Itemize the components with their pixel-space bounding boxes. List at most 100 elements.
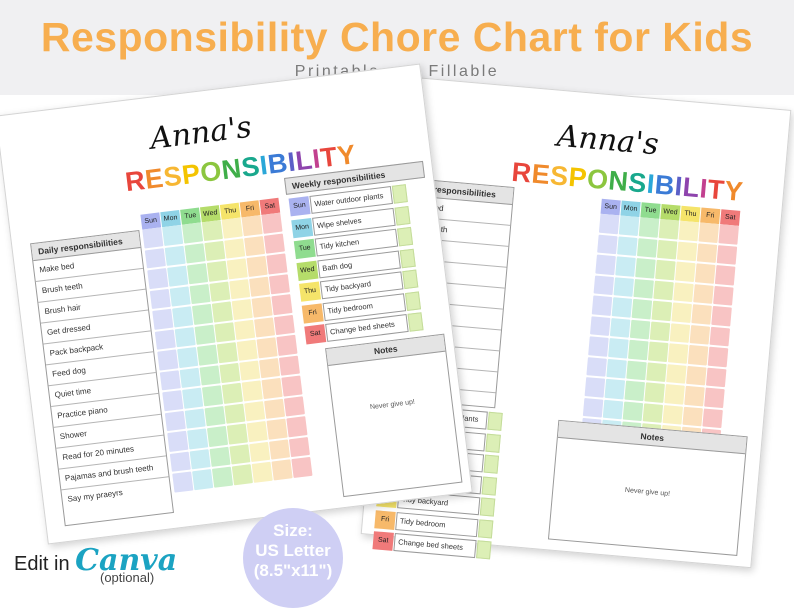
checkbox-cell[interactable] (239, 359, 261, 381)
checkbox-cell[interactable] (636, 237, 658, 258)
checkbox-cell[interactable] (182, 387, 204, 409)
checkbox-cell[interactable] (234, 319, 256, 340)
checkbox-cell[interactable] (691, 304, 712, 325)
checkbox-cell[interactable] (676, 241, 698, 262)
checkbox-cell[interactable] (266, 253, 288, 275)
checkbox-cell[interactable] (271, 294, 293, 315)
checkbox-cell[interactable] (662, 404, 684, 425)
checkbox-cell[interactable] (617, 235, 638, 256)
checkbox-cell[interactable] (209, 281, 231, 302)
checkbox-cell[interactable] (162, 224, 184, 246)
checkbox-cell[interactable] (675, 261, 696, 282)
checkbox-cell[interactable] (693, 283, 714, 304)
checkbox-cell[interactable] (589, 315, 611, 336)
checkbox-cell[interactable] (644, 382, 665, 403)
checkbox-cell[interactable] (666, 363, 687, 384)
checkbox-cell[interactable] (189, 283, 211, 305)
checkbox-cell[interactable] (273, 314, 295, 336)
checkbox-cell[interactable] (631, 298, 653, 319)
checkbox-cell[interactable] (584, 377, 606, 398)
checkbox-cell[interactable] (187, 428, 209, 450)
checkbox-cell[interactable] (694, 263, 716, 284)
checkbox-cell[interactable] (199, 364, 221, 386)
checkbox-cell[interactable] (608, 338, 629, 359)
checkbox-cell[interactable] (624, 380, 646, 401)
checkbox-cell[interactable] (689, 324, 711, 345)
checkbox-cell[interactable] (206, 425, 229, 447)
checkbox-cell[interactable] (682, 406, 703, 427)
checkbox-cell[interactable] (186, 263, 209, 284)
checkbox-cell[interactable] (286, 416, 308, 437)
weekly-checkbox[interactable] (399, 248, 416, 268)
checkbox-cell[interactable] (291, 456, 313, 478)
checkbox-cell[interactable] (204, 240, 226, 262)
checkbox-cell[interactable] (263, 398, 286, 419)
checkbox-cell[interactable] (268, 273, 290, 295)
checkbox-cell[interactable] (231, 464, 253, 485)
checkbox-cell[interactable] (256, 337, 278, 358)
checkbox-cell[interactable] (711, 305, 732, 326)
checkbox-cell[interactable] (283, 395, 305, 417)
weekly-checkbox[interactable] (397, 226, 414, 247)
checkbox-cell[interactable] (249, 276, 271, 297)
checkbox-cell[interactable] (698, 222, 720, 243)
checkbox-cell[interactable] (595, 254, 616, 275)
checkbox-cell[interactable] (626, 360, 647, 381)
checkbox-cell[interactable] (705, 367, 727, 388)
checkbox-cell[interactable] (707, 346, 729, 367)
checkbox-cell[interactable] (635, 258, 656, 279)
checkbox-cell[interactable] (177, 346, 199, 368)
checkbox-cell[interactable] (194, 324, 216, 345)
checkbox-cell[interactable] (211, 466, 234, 488)
checkbox-cell[interactable] (159, 369, 181, 391)
checkbox-cell[interactable] (651, 300, 673, 321)
checkbox-cell[interactable] (609, 317, 631, 338)
weekly-checkbox[interactable] (483, 454, 500, 474)
checkbox-cell[interactable] (686, 365, 707, 386)
checkbox-cell[interactable] (244, 400, 266, 422)
checkbox-cell[interactable] (602, 399, 624, 420)
checkbox-cell[interactable] (582, 397, 604, 418)
checkbox-cell[interactable] (241, 215, 263, 236)
checkbox-cell[interactable] (246, 421, 268, 442)
checkbox-cell[interactable] (221, 217, 243, 239)
checkbox-cell[interactable] (219, 362, 241, 384)
checkbox-cell[interactable] (184, 242, 206, 264)
checkbox-cell[interactable] (696, 242, 718, 263)
checkbox-cell[interactable] (216, 342, 238, 363)
checkbox-cell[interactable] (164, 245, 186, 266)
weekly-checkbox[interactable] (394, 205, 411, 226)
checkbox-cell[interactable] (591, 295, 613, 316)
checkbox-cell[interactable] (149, 288, 171, 310)
checkbox-cell[interactable] (268, 438, 291, 460)
checkbox-cell[interactable] (236, 339, 258, 361)
checkbox-cell[interactable] (226, 258, 248, 279)
checkbox-cell[interactable] (192, 469, 214, 490)
checkbox-cell[interactable] (167, 265, 189, 287)
weekly-checkbox[interactable] (391, 184, 408, 204)
checkbox-cell[interactable] (263, 233, 285, 254)
checkbox-cell[interactable] (281, 375, 303, 397)
checkbox-cell[interactable] (211, 301, 233, 323)
checkbox-cell[interactable] (586, 356, 607, 377)
checkbox-cell[interactable] (597, 234, 618, 255)
checkbox-cell[interactable] (184, 407, 206, 429)
checkbox-cell[interactable] (249, 441, 271, 463)
checkbox-cell[interactable] (266, 418, 288, 440)
checkbox-cell[interactable] (638, 217, 660, 238)
weekly-checkbox[interactable] (402, 269, 419, 290)
weekly-checkbox[interactable] (479, 497, 496, 517)
checkbox-cell[interactable] (142, 227, 164, 248)
checkbox-cell[interactable] (628, 339, 649, 360)
checkbox-cell[interactable] (154, 329, 176, 350)
checkbox-cell[interactable] (618, 215, 640, 236)
weekly-checkbox[interactable] (476, 540, 492, 560)
checkbox-cell[interactable] (179, 367, 201, 388)
checkbox-cell[interactable] (288, 436, 310, 458)
checkbox-cell[interactable] (702, 407, 723, 429)
checkbox-cell[interactable] (647, 341, 669, 362)
checkbox-cell[interactable] (204, 405, 226, 427)
checkbox-cell[interactable] (588, 336, 609, 357)
checkbox-cell[interactable] (229, 278, 251, 300)
checkbox-cell[interactable] (716, 244, 738, 265)
